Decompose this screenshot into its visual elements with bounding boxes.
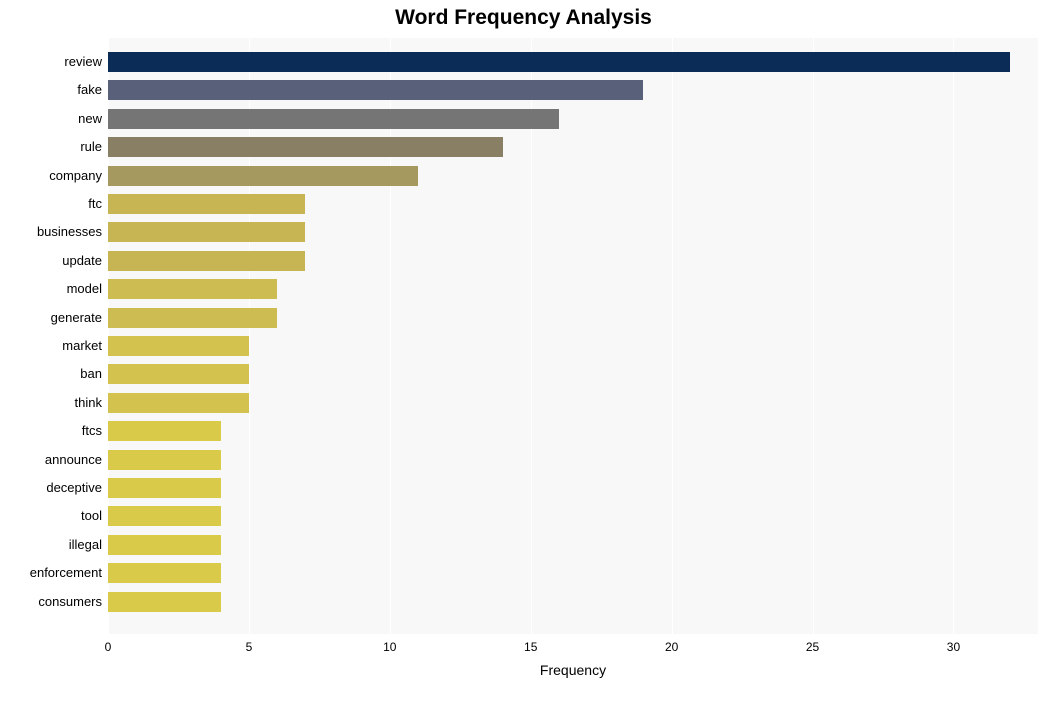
bar (108, 52, 1010, 72)
bar (108, 478, 221, 498)
bar (108, 251, 305, 271)
y-tick-label: consumers (38, 592, 102, 612)
bar (108, 506, 221, 526)
x-tick-label: 0 (105, 640, 112, 654)
bar (108, 166, 418, 186)
x-axis-label: Frequency (540, 662, 606, 678)
y-tick-label: rule (80, 137, 102, 157)
bar (108, 109, 559, 129)
y-tick-label: ban (80, 364, 102, 384)
bar (108, 222, 305, 242)
y-tick-label: review (64, 52, 102, 72)
plot-area (108, 38, 1038, 634)
chart-title: Word Frequency Analysis (0, 6, 1047, 30)
bar (108, 279, 277, 299)
y-tick-label: generate (51, 308, 102, 328)
y-tick-label: deceptive (46, 478, 102, 498)
y-tick-label: new (78, 109, 102, 129)
x-tick-label: 15 (524, 640, 537, 654)
bar (108, 393, 249, 413)
bar (108, 364, 249, 384)
x-tick-label: 25 (806, 640, 819, 654)
y-tick-label: illegal (69, 535, 102, 555)
y-tick-label: announce (45, 450, 102, 470)
x-tick-label: 20 (665, 640, 678, 654)
x-tick-label: 30 (947, 640, 960, 654)
y-tick-label: think (75, 393, 102, 413)
y-tick-label: update (62, 251, 102, 271)
y-tick-label: ftcs (82, 421, 102, 441)
gridline (953, 38, 954, 634)
gridline (672, 38, 673, 634)
bar (108, 336, 249, 356)
y-tick-label: fake (77, 80, 102, 100)
bar (108, 592, 221, 612)
y-tick-label: tool (81, 506, 102, 526)
bar (108, 535, 221, 555)
bar (108, 563, 221, 583)
x-tick-label: 10 (383, 640, 396, 654)
y-tick-label: ftc (88, 194, 102, 214)
x-tick-label: 5 (246, 640, 253, 654)
bar (108, 450, 221, 470)
y-tick-label: company (49, 166, 102, 186)
bar (108, 194, 305, 214)
chart-container: Word Frequency Analysis Frequency 0 5 10 15… (0, 0, 1047, 701)
y-tick-label: market (62, 336, 102, 356)
y-tick-label: businesses (37, 222, 102, 242)
bar (108, 421, 221, 441)
y-tick-label: enforcement (30, 563, 102, 583)
bar (108, 80, 643, 100)
y-tick-label: model (67, 279, 102, 299)
bar (108, 137, 503, 157)
bar (108, 308, 277, 328)
gridline (813, 38, 814, 634)
